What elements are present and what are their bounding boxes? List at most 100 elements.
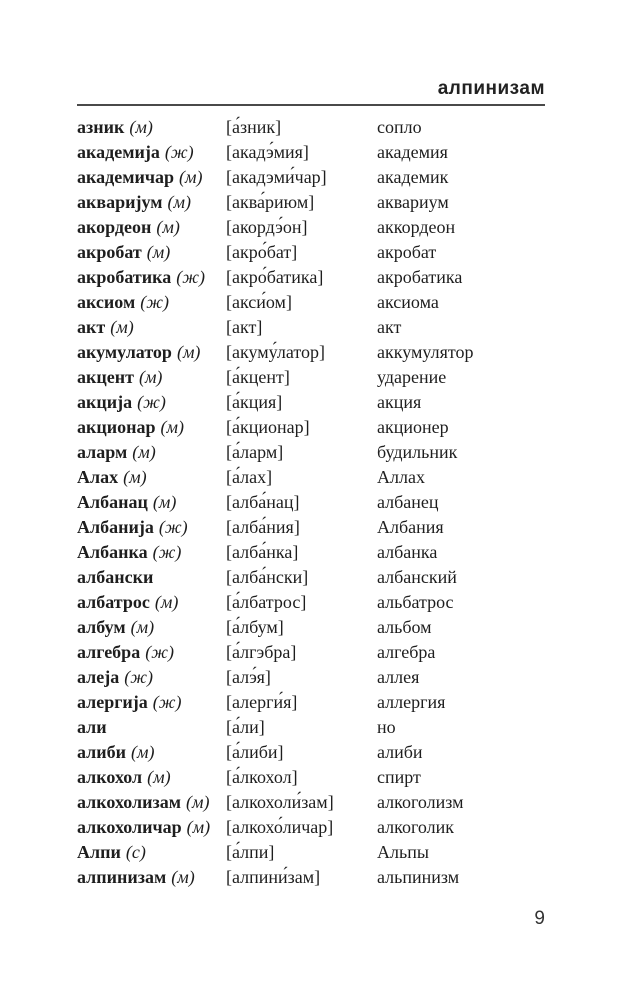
entry-headword: акцент xyxy=(77,367,134,387)
dictionary-entry-row: Алпи (с) [а́лпи] Альпы xyxy=(77,840,621,865)
entry-translation: албанец xyxy=(377,492,439,512)
entry-pronunciation: [а́кционар] xyxy=(226,417,310,437)
dictionary-entry-row: Алах (м) [а́лах] Аллах xyxy=(77,465,621,490)
entry-headword-cell: алиби (м) xyxy=(77,740,226,765)
entry-gender-label: (м) xyxy=(138,367,163,387)
dictionary-entry-row: акционар (м) [а́кционар] акционер xyxy=(77,415,621,440)
entry-pronunciation: [а́лах] xyxy=(226,467,273,487)
entry-gender-label: (ж) xyxy=(176,267,205,287)
entry-headword: алиби xyxy=(77,742,126,762)
dictionary-entries-list: азник (м) [а́зник] сопло академија (ж) [ак… xyxy=(77,115,621,890)
entry-headword: Албанка xyxy=(77,542,148,562)
entry-pronunciation: [алэ́я] xyxy=(226,667,271,687)
entry-headword: Алах xyxy=(77,467,119,487)
entry-gender-label: (м) xyxy=(123,467,147,487)
entry-pronunciation: [аква́риюм] xyxy=(226,192,315,212)
entry-headword: али xyxy=(77,717,107,737)
entry-headword-cell: акционар (м) xyxy=(77,415,226,440)
entry-gender-label: (м) xyxy=(132,442,156,462)
entry-gender-label: (м) xyxy=(160,417,184,437)
page-footer: 9 xyxy=(77,908,545,930)
entry-translation: будильник xyxy=(377,442,458,462)
entry-gender-label: (м) xyxy=(147,767,171,787)
entry-pronunciation: [акро́батика] xyxy=(226,267,324,287)
entry-translation: альбатрос xyxy=(377,592,454,612)
entry-headword: алергија xyxy=(77,692,148,712)
entry-headword-cell: академија (ж) xyxy=(77,140,226,165)
entry-gender-label: (ж) xyxy=(152,692,182,712)
dictionary-entry-row: аларм (м) [а́ларм] будильник xyxy=(77,440,621,465)
entry-translation: алгебра xyxy=(377,642,436,662)
dictionary-entry-row: албатрос (м) [а́лбатрос] альбатрос xyxy=(77,590,621,615)
entry-headword-cell: алеја (ж) xyxy=(77,665,226,690)
entry-gender-label: (м) xyxy=(129,117,153,137)
entry-pronunciation: [а́лпи] xyxy=(226,842,275,862)
dictionary-entry-row: албум (м) [а́лбум] альбом xyxy=(77,615,621,640)
page-number: 9 xyxy=(534,908,545,929)
entry-translation: аквариум xyxy=(377,192,449,212)
entry-gender-label: (с) xyxy=(125,842,146,862)
dictionary-entry-row: Албанка (ж) [алба́нка] албанка xyxy=(77,540,621,565)
entry-pronunciation: [а́зник] xyxy=(226,117,282,137)
entry-headword-cell: албум (м) xyxy=(77,615,226,640)
entry-headword: алкохолизам xyxy=(77,792,181,812)
entry-headword: албански xyxy=(77,567,154,587)
entry-headword-cell: акваријум (м) xyxy=(77,190,226,215)
entry-gender-label: (ж) xyxy=(124,667,153,687)
entry-translation: алкоголик xyxy=(377,817,455,837)
entry-headword-cell: акумулатор (м) xyxy=(77,340,226,365)
entry-gender-label: (м) xyxy=(176,342,201,362)
entry-headword: алеја xyxy=(77,667,120,687)
entry-pronunciation: [алпини́зам] xyxy=(226,867,321,887)
dictionary-entry-row: Албанац (м) [алба́нац] албанец xyxy=(77,490,621,515)
entry-headword: академичар xyxy=(77,167,174,187)
dictionary-entry-row: алпинизам (м) [алпини́зам] альпинизм xyxy=(77,865,621,890)
entry-headword-cell: акордеон (м) xyxy=(77,215,226,240)
dictionary-entry-row: академија (ж) [акадэ́мия] академия xyxy=(77,140,621,165)
dictionary-entry-row: акцент (м) [а́кцент] ударение xyxy=(77,365,621,390)
entry-translation: спирт xyxy=(377,767,421,787)
entry-gender-label: (м) xyxy=(131,742,155,762)
entry-translation: аккордеон xyxy=(377,217,456,237)
dictionary-entry-row: алиби (м) [а́либи] алиби xyxy=(77,740,621,765)
entry-pronunciation: [алба́ния] xyxy=(226,517,300,537)
entry-translation: аллергия xyxy=(377,692,446,712)
entry-pronunciation: [алерги́я] xyxy=(226,692,298,712)
entry-pronunciation: [а́лбатрос] xyxy=(226,592,307,612)
entry-gender-label: (ж) xyxy=(158,517,188,537)
entry-headword: аларм xyxy=(77,442,128,462)
entry-headword-cell: азник (м) xyxy=(77,115,226,140)
dictionary-entry-row: акваријум (м) [аква́риюм] аквариум xyxy=(77,190,621,215)
entry-headword-cell: Албанка (ж) xyxy=(77,540,226,565)
entry-pronunciation: [а́лкохол] xyxy=(226,767,298,787)
entry-headword: алпинизам xyxy=(77,867,167,887)
entry-headword: аксиом xyxy=(77,292,136,312)
entry-pronunciation: [а́либи] xyxy=(226,742,284,762)
entry-headword-cell: академичар (м) xyxy=(77,165,226,190)
entry-headword: азник xyxy=(77,117,125,137)
entry-headword: Албанија xyxy=(77,517,154,537)
entry-headword: академија xyxy=(77,142,160,162)
entry-pronunciation: [акт] xyxy=(226,317,263,337)
entry-gender-label: (м) xyxy=(171,867,195,887)
entry-gender-label: (ж) xyxy=(137,392,166,412)
entry-gender-label: (м) xyxy=(179,167,203,187)
entry-headword-cell: алгебра (ж) xyxy=(77,640,226,665)
dictionary-entry-row: али [а́ли] но xyxy=(77,715,621,740)
entry-gender-label: (м) xyxy=(167,192,191,212)
entry-translation: акробатика xyxy=(377,267,463,287)
dictionary-entry-row: акумулатор (м) [акуму́латор] аккумулятор xyxy=(77,340,621,365)
entry-headword-cell: аксиом (ж) xyxy=(77,290,226,315)
entry-gender-label: (м) xyxy=(185,792,210,812)
entry-headword-cell: акробатика (ж) xyxy=(77,265,226,290)
dictionary-entry-row: акт (м) [акт] акт xyxy=(77,315,621,340)
entry-headword-cell: акцент (м) xyxy=(77,365,226,390)
entry-gender-label: (м) xyxy=(156,217,180,237)
dictionary-entry-row: албански [алба́нски] албанский xyxy=(77,565,621,590)
entry-pronunciation: [алба́нац] xyxy=(226,492,300,512)
entry-headword-cell: акт (м) xyxy=(77,315,226,340)
entry-pronunciation: [а́лбум] xyxy=(226,617,284,637)
entry-translation: акционер xyxy=(377,417,449,437)
entry-headword-cell: али xyxy=(77,715,226,740)
dictionary-entry-row: акордеон (м) [акордэ́он] аккордеон xyxy=(77,215,621,240)
